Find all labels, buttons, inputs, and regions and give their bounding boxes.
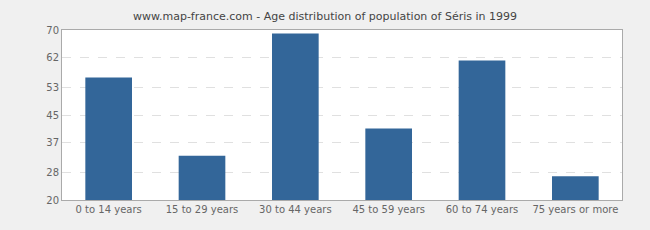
- svg-text:45 to 59 years: 45 to 59 years: [352, 204, 425, 215]
- svg-text:www.map-france.com - Age distr: www.map-france.com - Age distribution of…: [133, 10, 517, 23]
- svg-text:0 to 14 years: 0 to 14 years: [76, 204, 142, 215]
- svg-text:15 to 29 years: 15 to 29 years: [166, 204, 239, 215]
- svg-text:75 years or more: 75 years or more: [532, 204, 618, 215]
- svg-text:45: 45: [46, 110, 59, 121]
- svg-text:30 to 44 years: 30 to 44 years: [259, 204, 332, 215]
- svg-text:20: 20: [46, 195, 59, 206]
- svg-text:70: 70: [46, 25, 59, 36]
- svg-text:62: 62: [46, 52, 59, 63]
- svg-text:37: 37: [46, 137, 59, 148]
- svg-text:53: 53: [46, 82, 59, 93]
- svg-text:28: 28: [46, 167, 59, 178]
- svg-text:60 to 74 years: 60 to 74 years: [446, 204, 519, 215]
